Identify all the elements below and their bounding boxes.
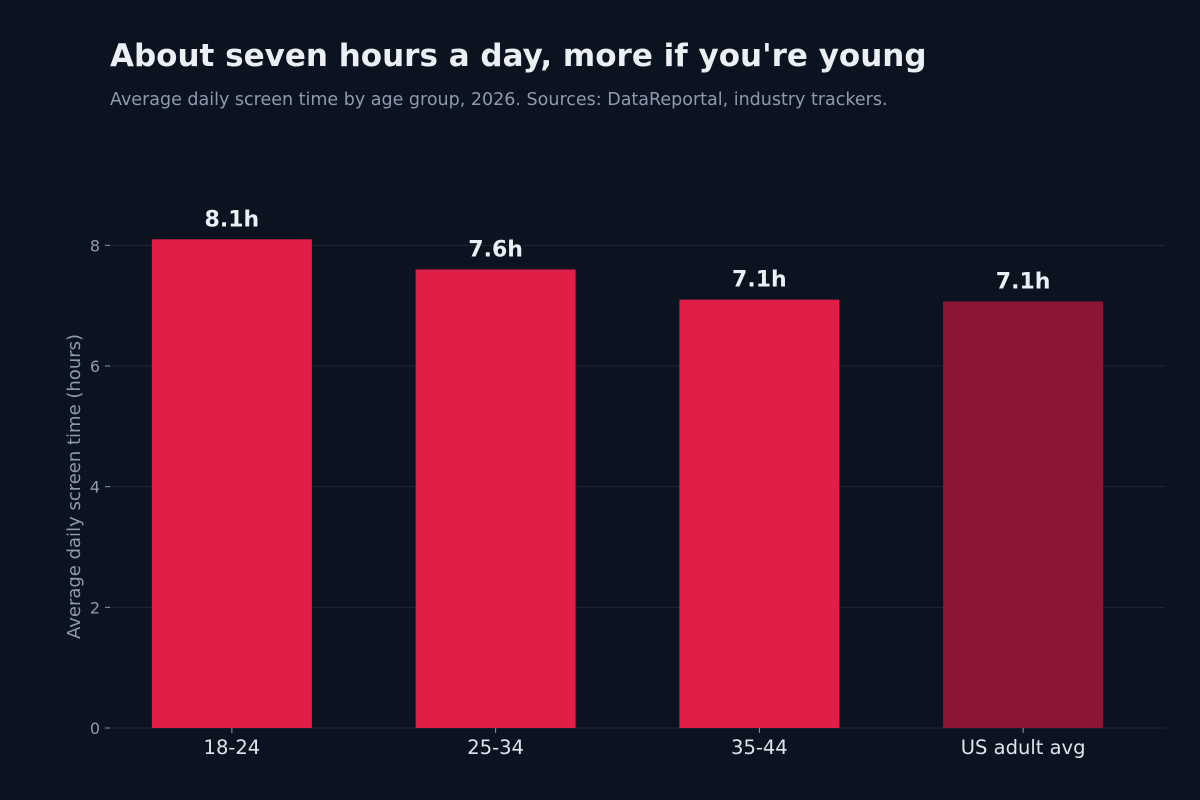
- x-tick-label: 18-24: [204, 736, 261, 759]
- bar-layer: [151, 239, 1104, 729]
- chart-subtitle: Average daily screen time by age group, …: [110, 90, 888, 110]
- x-tick-label: 35-44: [731, 736, 788, 759]
- bar: [943, 301, 1104, 728]
- y-axis-label: Average daily screen time (hours): [64, 334, 85, 639]
- bar: [415, 269, 576, 728]
- y-tick-label: 2: [90, 598, 100, 617]
- y-tick-label: 4: [90, 478, 100, 497]
- y-tick-label: 8: [90, 236, 100, 255]
- label-layer: 0 2 4 6 8 18-24 8.1h 25-34 7.6h 35-44 7.1h US adult…: [90, 207, 1086, 759]
- bar-value-label: 7.6h: [468, 237, 523, 262]
- bar-value-label: 8.1h: [205, 207, 260, 232]
- x-tick-label: US adult avg: [961, 736, 1086, 759]
- bar-value-label: 7.1h: [732, 268, 787, 293]
- y-tick-label: 0: [90, 719, 100, 738]
- bar: [679, 299, 840, 728]
- x-tick-label: 25-34: [467, 736, 524, 759]
- y-tick-label: 6: [90, 357, 100, 376]
- chart-title: About seven hours a day, more if you're …: [110, 38, 927, 74]
- bar-value-label: 7.1h: [996, 269, 1051, 294]
- bar: [151, 239, 312, 729]
